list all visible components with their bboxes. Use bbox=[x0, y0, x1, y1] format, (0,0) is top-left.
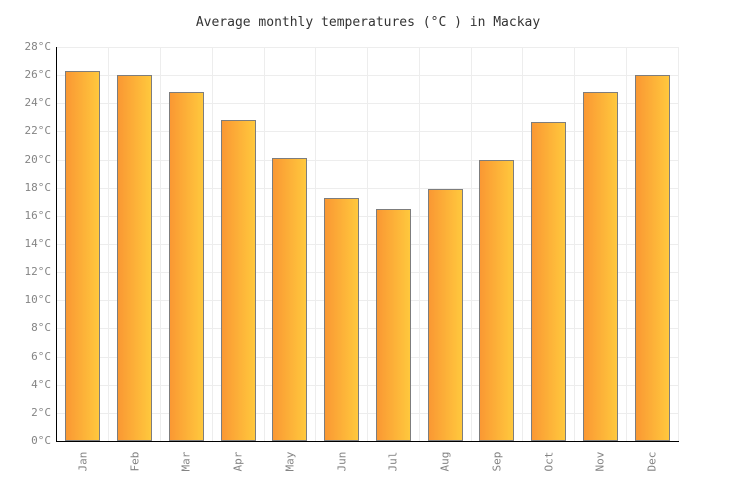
vertical-gridline bbox=[522, 47, 524, 441]
bar-oct bbox=[531, 121, 567, 441]
vertical-gridline bbox=[160, 47, 161, 441]
y-tick-label: 22°C bbox=[24, 124, 52, 138]
bar-may bbox=[272, 158, 308, 441]
x-tick-label: Oct bbox=[542, 451, 556, 472]
y-tick-label: 24°C bbox=[24, 96, 52, 110]
bar-nov bbox=[582, 92, 618, 441]
y-tick-label: 8°C bbox=[31, 321, 51, 335]
y-tick-label: 10°C bbox=[24, 293, 52, 307]
y-tick-label: 16°C bbox=[24, 208, 52, 222]
bar-dec bbox=[634, 75, 670, 441]
bar-sep bbox=[479, 159, 515, 441]
x-tick-label: Feb bbox=[128, 451, 142, 472]
x-tick-label: Sep bbox=[490, 451, 504, 472]
bar-feb bbox=[117, 75, 153, 441]
y-tick-label: 0°C bbox=[31, 434, 51, 447]
bar-jun bbox=[324, 197, 360, 441]
x-tick-label: Nov bbox=[593, 451, 607, 472]
y-tick-label: 28°C bbox=[24, 40, 52, 53]
x-tick-label: Jun bbox=[335, 451, 349, 472]
vertical-gridline bbox=[574, 47, 575, 441]
vertical-gridline bbox=[418, 47, 420, 441]
chart-title: Average monthly temperatures (°C ) in Ma… bbox=[195, 15, 541, 30]
bar-mar bbox=[168, 92, 204, 441]
vertical-gridline bbox=[367, 47, 368, 441]
vertical-gridline bbox=[263, 47, 265, 441]
y-tick-label: 14°C bbox=[24, 237, 52, 250]
bar-aug bbox=[427, 189, 463, 441]
x-tick-label: Dec bbox=[645, 451, 659, 472]
plot-area bbox=[57, 47, 679, 441]
vertical-gridline bbox=[108, 47, 110, 441]
y-axis-line bbox=[55, 47, 57, 442]
vertical-gridline bbox=[211, 47, 213, 441]
bar-jul bbox=[375, 208, 411, 441]
vertical-gridline bbox=[470, 47, 472, 441]
y-tick-label: 20°C bbox=[24, 152, 52, 166]
x-tick-label: Jan bbox=[76, 451, 90, 472]
x-tick-label: Mar bbox=[179, 451, 193, 472]
vertical-gridline bbox=[315, 47, 317, 441]
x-tick-label: Apr bbox=[231, 451, 245, 472]
y-tick-label: 6°C bbox=[31, 349, 51, 363]
x-tick-label: Aug bbox=[438, 451, 452, 472]
vertical-gridline bbox=[677, 47, 679, 441]
bar-apr bbox=[220, 120, 256, 441]
x-tick-label: Jul bbox=[386, 451, 400, 472]
y-tick-label: 2°C bbox=[31, 405, 51, 419]
x-tick-label: May bbox=[283, 451, 297, 472]
y-tick-label: 4°C bbox=[31, 377, 51, 391]
bar-jan bbox=[65, 70, 101, 441]
vertical-gridline bbox=[625, 47, 627, 441]
y-tick-label: 12°C bbox=[24, 265, 52, 279]
y-tick-label: 26°C bbox=[24, 68, 52, 82]
x-axis-line bbox=[55, 440, 679, 443]
y-tick-label: 18°C bbox=[24, 180, 52, 194]
